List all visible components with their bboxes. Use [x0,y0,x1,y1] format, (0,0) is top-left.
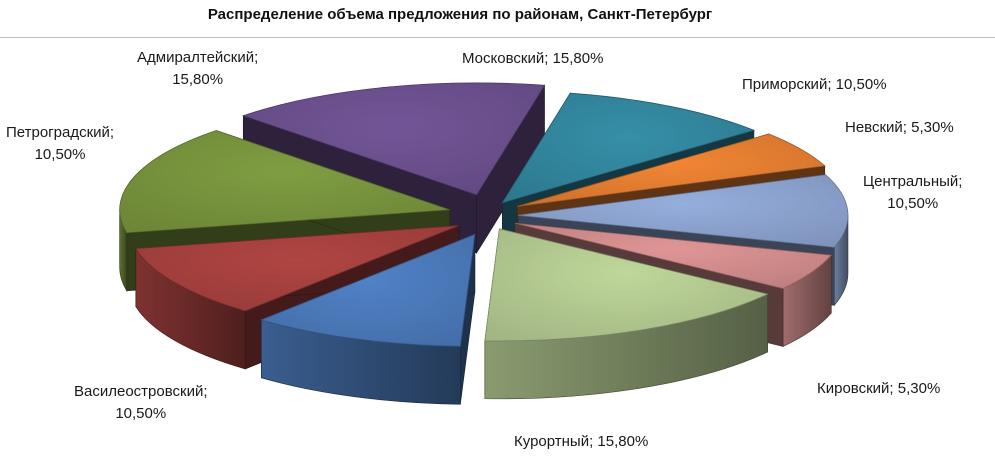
slice-top-Курортный [484,228,769,342]
slice-Курортный [484,228,769,400]
title-divider [0,37,995,38]
data-label-Московский: Московский; 15,80% [462,50,604,67]
data-label-Петроградский: Петроградский; 10,50% [6,124,115,163]
slice-top-Невский [517,133,826,207]
slice-top-Кировский [514,222,833,289]
data-label-Курортный: Курортный; 15,80% [514,433,649,450]
data-label-Адмиралтейский: Адмиралтейский; 15,80% [137,49,259,88]
slice-top-Центральный [517,174,849,248]
slice-top-Московский [242,82,546,196]
data-label-Кировский: Кировский; 5,30% [817,380,941,397]
slice-top-Приморский [501,92,756,204]
slice-Василеостровский [260,233,476,405]
data-label-Василеостровский: Василеостровский; 10,50% [74,383,208,422]
slice-top-Петроградский [135,225,459,312]
data-label-Центральный: Центральный; 10,50% [863,173,963,212]
slice-top-Адмиралтейский [119,130,450,234]
data-label-Невский: Невский; 5,30% [845,119,954,136]
slice-top-Василеостровский [260,233,476,347]
chart-title: Распределение объема предложения по райо… [207,6,713,23]
data-label-Приморский: Приморский; 10,50% [742,76,887,93]
